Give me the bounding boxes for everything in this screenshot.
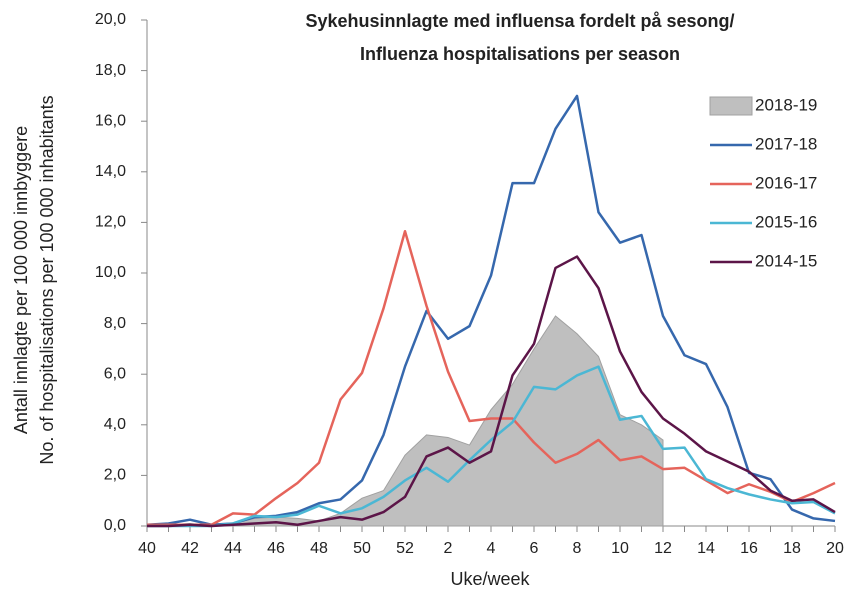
- y-tick-label: 0,0: [104, 517, 126, 534]
- x-tick-label: 14: [697, 540, 715, 557]
- x-tick-label: 50: [353, 540, 371, 557]
- line: [147, 255, 836, 528]
- y-tick-label: 6,0: [104, 365, 126, 382]
- chart-title: Sykehusinnlagte med influensa fordelt på…: [305, 11, 734, 31]
- y-tick-label: 4,0: [104, 416, 126, 433]
- x-tick-label: 12: [654, 540, 672, 557]
- legend-label: 2018-19: [755, 95, 817, 114]
- line: [147, 365, 836, 528]
- y-axis-label: Antall innlagte per 100 000 innbyggere: [11, 126, 31, 434]
- x-tick-label: 40: [138, 540, 156, 557]
- x-tick-label: 4: [487, 540, 496, 557]
- legend-label: 2016-17: [755, 173, 817, 192]
- y-tick-label: 18,0: [95, 62, 126, 79]
- x-axis-label: Uke/week: [450, 569, 530, 589]
- y-tick-label: 2,0: [104, 467, 126, 484]
- y-tick-label: 10,0: [95, 264, 126, 281]
- legend-label: 2017-18: [755, 134, 817, 153]
- y-tick-label: 14,0: [95, 163, 126, 180]
- y-tick-label: 20,0: [95, 11, 126, 28]
- x-tick-label: 52: [396, 540, 414, 557]
- legend-label: 2015-16: [755, 212, 817, 231]
- x-tick-label: 2: [444, 540, 453, 557]
- x-tick-label: 46: [267, 540, 285, 557]
- x-tick-label: 20: [826, 540, 844, 557]
- chart-title: Influenza hospitalisations per season: [360, 44, 680, 64]
- x-tick-label: 10: [611, 540, 629, 557]
- x-tick-label: 18: [783, 540, 801, 557]
- y-tick-label: 8,0: [104, 315, 126, 332]
- legend-label: 2014-15: [755, 251, 817, 270]
- x-tick-label: 6: [530, 540, 539, 557]
- y-tick-label: 16,0: [95, 112, 126, 129]
- x-tick-label: 16: [740, 540, 758, 557]
- line: [147, 230, 836, 526]
- legend-swatch: [709, 96, 753, 116]
- y-axis-label: No. of hospitalisations per 100 000 inha…: [37, 95, 57, 464]
- x-tick-label: 44: [224, 540, 242, 557]
- y-tick-label: 12,0: [95, 214, 126, 231]
- x-tick-label: 48: [310, 540, 328, 557]
- x-tick-label: 8: [573, 540, 582, 557]
- x-tick-label: 42: [181, 540, 199, 557]
